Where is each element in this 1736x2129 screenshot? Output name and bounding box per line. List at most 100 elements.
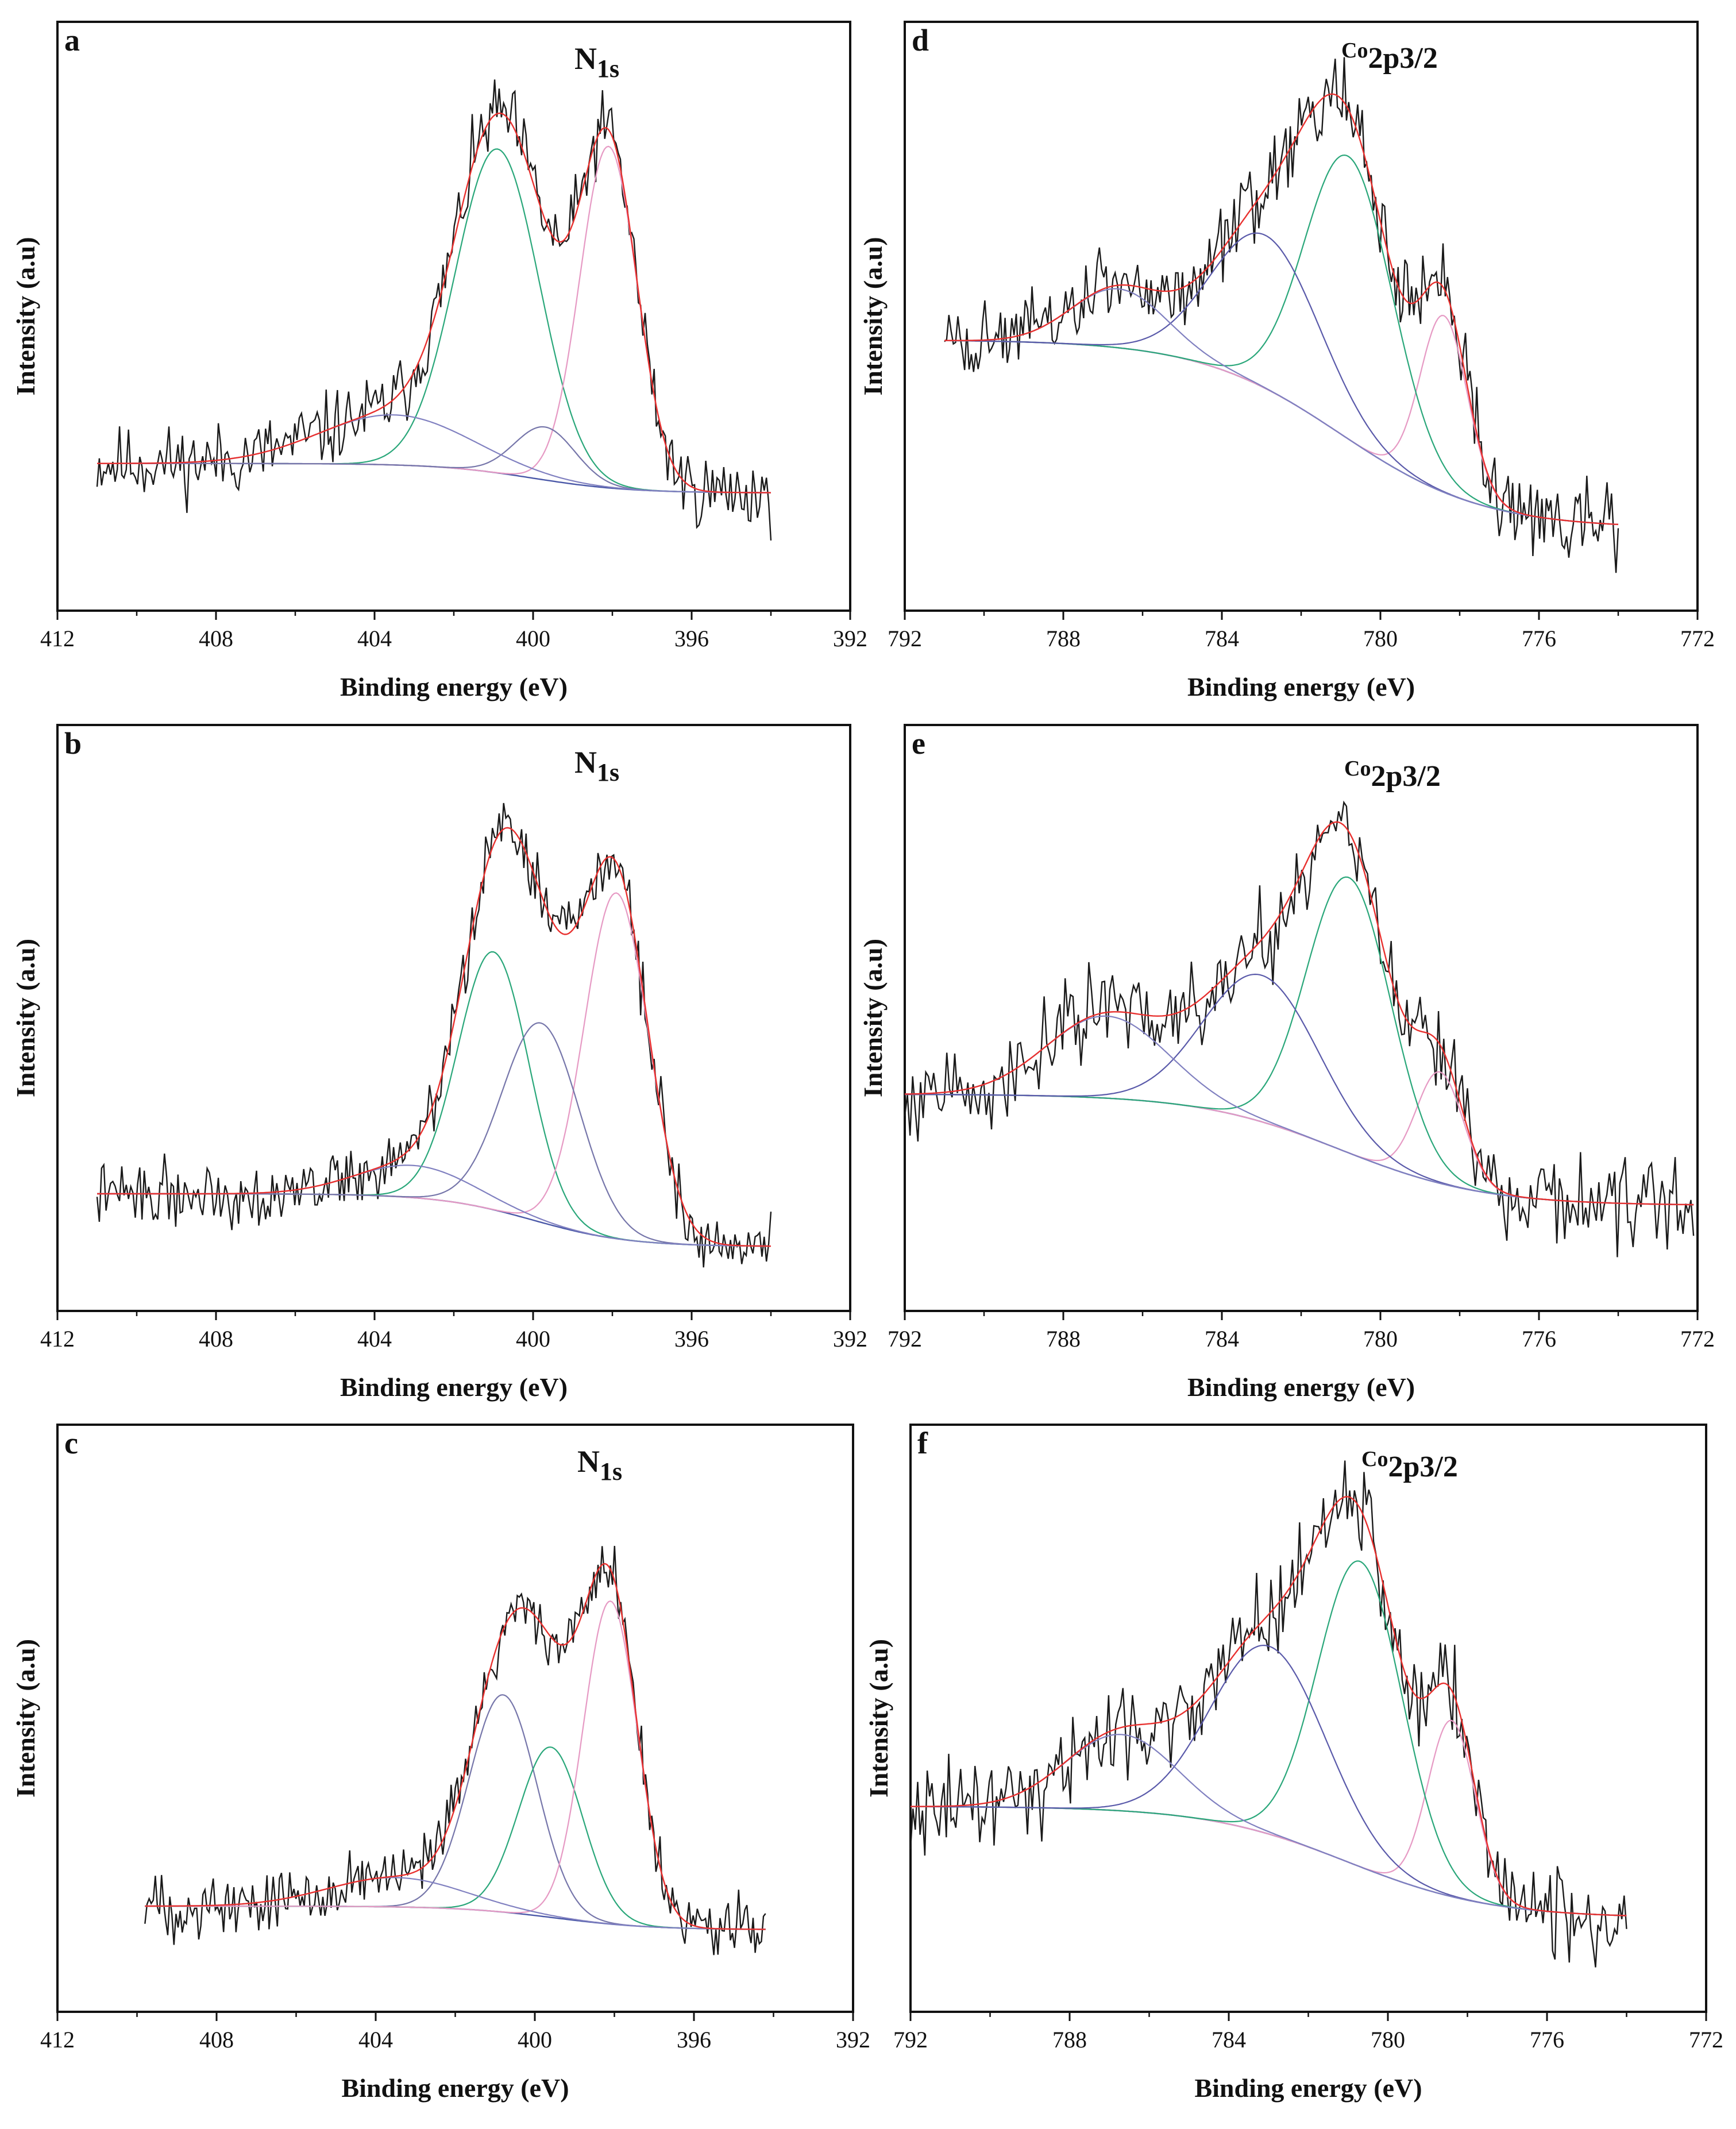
x-tick-label: 788: [1052, 2027, 1087, 2053]
background-line: [905, 1093, 1694, 1206]
y-axis-label: Intensity (a.u): [11, 1639, 40, 1798]
fit-component-2: [905, 876, 1694, 1206]
x-tick-label: 788: [1046, 626, 1081, 651]
y-axis-label: Intensity (a.u): [864, 1639, 893, 1798]
x-tick-label: 792: [893, 2027, 928, 2053]
raw-spectrum-line: [944, 57, 1619, 573]
x-tick-label: 408: [199, 626, 233, 651]
title-main: 2p3/2: [1371, 760, 1440, 793]
fit-envelope-line: [904, 821, 1694, 1206]
fit-component-1: [911, 1719, 1627, 1916]
raw-spectrum-line: [96, 803, 772, 1268]
fit-component-4: [904, 1015, 1694, 1206]
fit-envelope-line: [97, 112, 771, 493]
x-axis-label: Binding energy (eV): [340, 672, 568, 701]
y-axis-label: Intensity (a.u): [858, 237, 888, 395]
fit-component-4: [944, 288, 1619, 525]
panel-label: f: [917, 1426, 928, 1460]
plot-frame: [909, 1424, 1707, 2013]
title-sub: Co: [1344, 757, 1371, 781]
panel-label: a: [64, 23, 80, 57]
title-main: N: [574, 41, 597, 76]
x-tick-label: 784: [1205, 626, 1239, 651]
fit-component-4: [97, 1164, 771, 1247]
x-tick-label: 792: [888, 1326, 922, 1352]
fit-component-3: [944, 232, 1619, 525]
x-tick-label: 396: [677, 2027, 711, 2053]
raw-spectrum-line: [96, 79, 772, 541]
y-axis-label: Intensity (a.u): [11, 939, 40, 1097]
fit-component-1: [944, 314, 1619, 525]
y-axis-label: Intensity (a.u): [11, 237, 40, 395]
x-tick-label: 788: [1046, 1326, 1081, 1352]
panel-b: 412 408 404 400 396 392 Binding energy (eV) Int…: [11, 724, 867, 1402]
fit-component-2: [145, 1746, 766, 1930]
x-tick-label: 400: [518, 2027, 552, 2053]
x-tick-label: 792: [888, 626, 922, 651]
title-sub: 1s: [600, 1457, 622, 1486]
fit-component-3: [145, 1600, 766, 1930]
x-axis-label: Binding energy (eV): [1187, 672, 1415, 701]
x-tick-label: 784: [1212, 2027, 1246, 2053]
panel-title: N1s: [574, 41, 619, 83]
panel-a: 412 408 404 400 396 392 Binding energy (eV) Int…: [11, 21, 867, 701]
x-tick-label: 404: [357, 626, 392, 651]
x-tick-label: 404: [357, 1326, 392, 1352]
x-tick-label: 392: [836, 2027, 870, 2053]
plot-frame: [56, 21, 851, 612]
fit-component-1: [97, 951, 771, 1247]
panel-title: Co2p3/2: [1361, 1447, 1458, 1483]
panel-label: e: [912, 726, 925, 761]
y-axis-label: Intensity (a.u): [858, 939, 888, 1097]
panel-label: b: [64, 726, 82, 761]
x-tick-label: 408: [199, 2027, 234, 2053]
x-tick-label: 780: [1371, 2027, 1405, 2053]
fit-component-1: [905, 1071, 1694, 1206]
panel-title: N1s: [577, 1444, 622, 1486]
x-tick-label: 392: [833, 626, 867, 651]
x-tick-label: 772: [1689, 2027, 1723, 2053]
fit-component-3: [97, 1022, 771, 1247]
fit-component-3: [911, 1644, 1627, 1916]
x-tick-label: 396: [674, 1326, 709, 1352]
fit-envelope-line: [145, 1563, 766, 1930]
title-sub: Co: [1361, 1447, 1388, 1471]
title-main: N: [574, 745, 597, 780]
title-sub: Co: [1341, 38, 1368, 63]
x-tick-label: 776: [1530, 2027, 1564, 2053]
panel-d: 792 788 784 780 776 772 Binding energy (eV) Int…: [858, 21, 1715, 701]
title-main: 2p3/2: [1388, 1451, 1457, 1483]
fit-component-4: [911, 1734, 1627, 1916]
x-tick-label: 772: [1680, 626, 1715, 651]
panel-label: c: [64, 1426, 78, 1460]
x-tick-label: 412: [40, 1326, 75, 1352]
title-main: N: [577, 1444, 600, 1479]
fit-component-3: [97, 426, 771, 493]
panel-c: 412 408 404 400 396 392 Binding energy (eV) Int…: [11, 1424, 870, 2103]
title-sub: 1s: [597, 758, 619, 786]
fit-component-3: [905, 973, 1694, 1206]
x-axis-label: Binding energy (eV): [341, 2073, 569, 2103]
x-tick-label: 408: [199, 1326, 233, 1352]
raw-spectrum-line: [144, 1545, 766, 1956]
x-axis-label: Binding energy (eV): [1187, 1372, 1415, 1402]
x-tick-label: 412: [40, 626, 75, 651]
x-tick-label: 780: [1363, 626, 1398, 651]
plot-frame: [56, 1424, 854, 2013]
x-tick-label: 396: [674, 626, 709, 651]
fit-component-2: [944, 154, 1619, 525]
fit-envelope-line: [944, 93, 1619, 526]
title-main: 2p3/2: [1368, 42, 1437, 75]
x-tick-label: 400: [516, 1326, 550, 1352]
panel-title: N1s: [574, 745, 619, 786]
raw-spectrum-line: [909, 1460, 1627, 1968]
x-tick-label: 784: [1205, 1326, 1239, 1352]
x-tick-label: 404: [358, 2027, 393, 2053]
x-tick-label: 776: [1522, 1326, 1556, 1352]
panel-e: 792 788 784 780 776 772 Binding energy (eV) Int…: [858, 724, 1715, 1402]
fit-envelope-line: [911, 1495, 1627, 1916]
panel-title: Co2p3/2: [1344, 757, 1441, 793]
background-line: [911, 1806, 1627, 1916]
x-tick-label: 412: [40, 2027, 75, 2053]
